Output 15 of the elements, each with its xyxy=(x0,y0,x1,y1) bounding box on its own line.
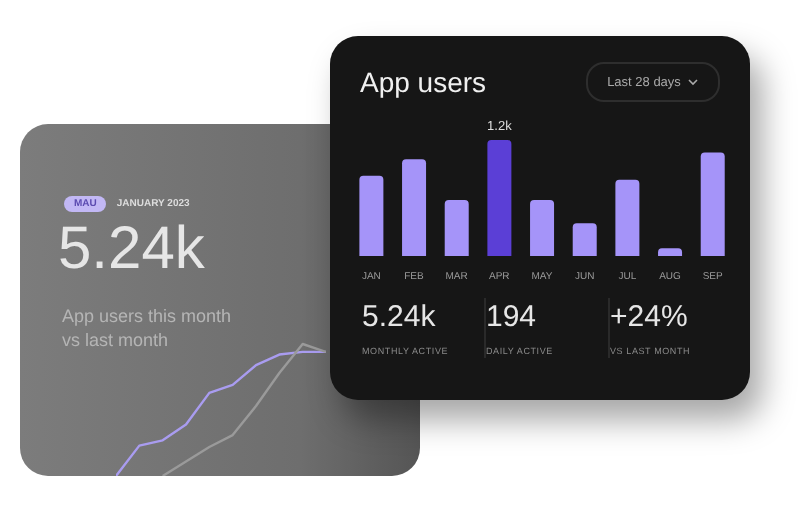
bar xyxy=(572,223,597,256)
chart-title: 5.24k xyxy=(58,216,205,284)
bar xyxy=(658,248,683,256)
text: +24% xyxy=(610,300,690,334)
bar xyxy=(487,140,512,256)
text: 194 xyxy=(486,300,539,334)
bar xyxy=(700,152,725,256)
chart-title: App users xyxy=(360,66,487,98)
bar xyxy=(359,175,384,256)
annotation: App users this month vs last month xyxy=(62,304,234,352)
bar xyxy=(615,179,640,256)
text: 5.24k xyxy=(362,300,438,334)
bar xyxy=(402,159,427,256)
bar xyxy=(444,199,469,256)
bar xyxy=(530,199,555,256)
